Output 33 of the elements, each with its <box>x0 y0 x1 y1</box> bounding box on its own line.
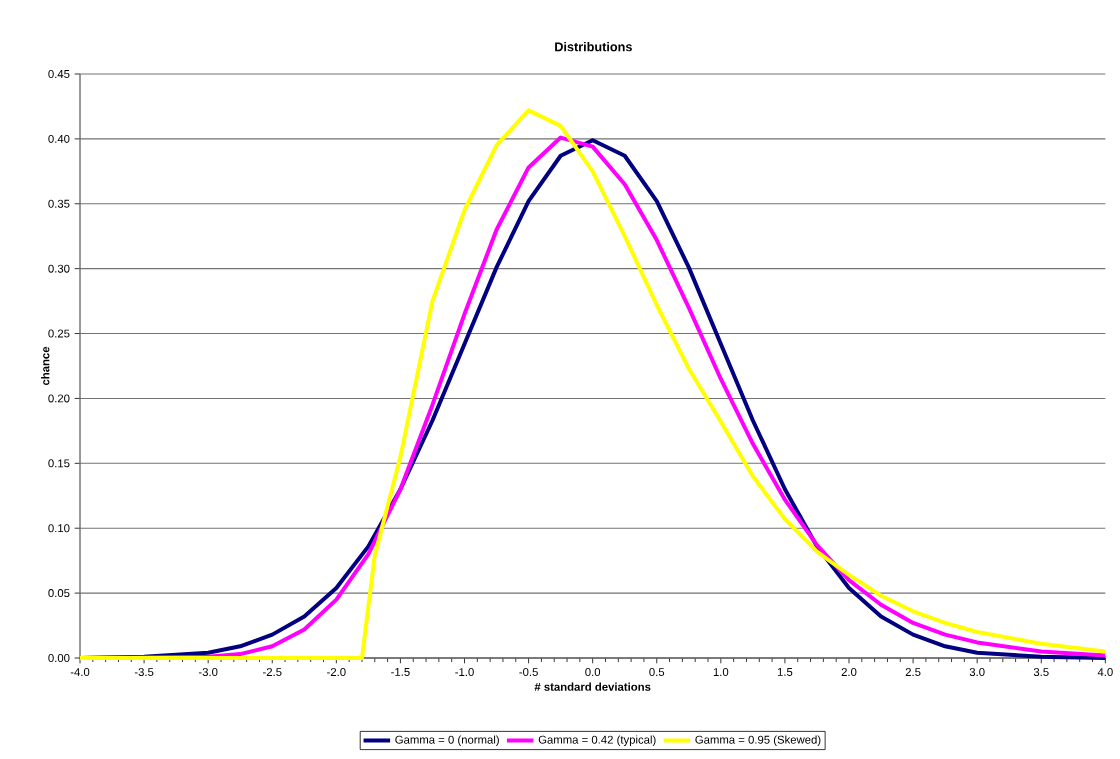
legend-label: Gamma = 0.42 (typical) <box>538 735 656 747</box>
y-tick-label: 0.35 <box>48 199 70 208</box>
x-tick-label: -3.0 <box>198 668 218 677</box>
x-tick-label: 0.5 <box>649 668 665 677</box>
legend-label: Gamma = 0 (normal) <box>395 735 499 747</box>
x-axis-title: # standard deviations <box>534 682 651 692</box>
y-tick-label: 0.40 <box>48 135 70 144</box>
y-tick-label: 0.10 <box>48 524 70 533</box>
y-tick-label: 0.15 <box>48 459 70 468</box>
y-tick-label: 0.00 <box>48 654 70 663</box>
y-tick-label: 0.45 <box>48 70 70 79</box>
x-tick-label: 3.0 <box>969 668 985 677</box>
y-tick-label: 0.05 <box>48 589 70 598</box>
y-tick-label: 0.20 <box>48 394 70 403</box>
x-tick-label: -2.5 <box>262 668 282 677</box>
x-tick-label: -1.5 <box>391 668 410 677</box>
x-tick-label: 4.0 <box>1097 668 1113 677</box>
legend-label: Gamma = 0.95 (Skewed) <box>695 735 821 747</box>
chart-title: Distributions <box>555 42 632 52</box>
x-tick-label: -3.5 <box>134 668 154 677</box>
x-tick-label: 3.5 <box>1033 668 1049 677</box>
x-tick-label: 1.0 <box>713 668 729 677</box>
x-tick-label: 2.5 <box>905 668 921 677</box>
y-axis-title: chance <box>41 347 50 386</box>
y-tick-label: 0.25 <box>48 329 70 338</box>
x-tick-label: -2.0 <box>327 668 346 677</box>
x-tick-label: -0.5 <box>519 668 538 677</box>
x-tick-label: 1.5 <box>777 668 793 677</box>
x-tick-label: 0.0 <box>585 668 601 677</box>
x-tick-label: -1.0 <box>455 668 474 677</box>
y-tick-label: 0.30 <box>48 264 70 273</box>
x-tick-label: -4.0 <box>70 668 90 677</box>
x-tick-label: 2.0 <box>841 668 857 677</box>
